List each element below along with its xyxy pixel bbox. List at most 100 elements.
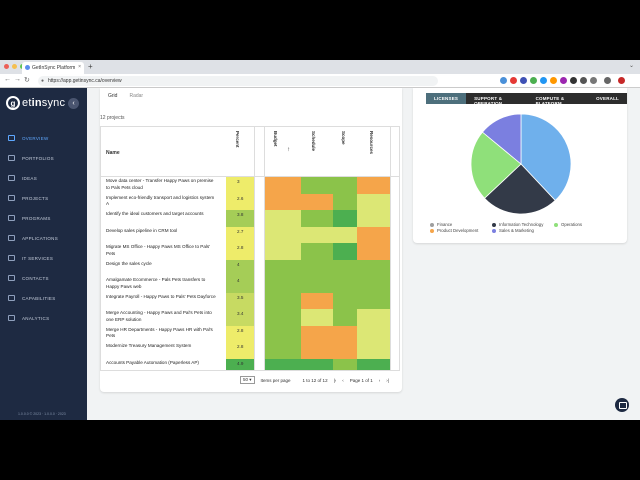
percent-cell: 2.8 [226,243,254,260]
first-page-button[interactable]: |‹ [333,377,337,383]
pie-slice-operations[interactable] [483,163,556,215]
legend-swatch [430,228,434,233]
project-name[interactable]: Identify the ideal customers and target … [106,211,204,216]
extension-icon[interactable] [510,77,517,84]
extension-icon[interactable] [590,77,597,84]
extension-icon[interactable] [550,77,557,84]
project-name[interactable]: Implement eco-friendly transport and log… [106,194,215,207]
project-name[interactable]: Amalgamate Ecommerce - Pals Pets transfe… [106,277,206,289]
project-name[interactable]: Develop sales pipeline in CRM tool [106,227,178,233]
minimize-window-button[interactable] [12,64,17,69]
sidebar-item-contacts[interactable]: CONTACTS [0,268,87,288]
items-per-page-select[interactable]: 50 ▾ [240,376,255,384]
legend-item[interactable]: Sales & Marketing [492,228,554,233]
table-row[interactable]: Implement eco-friendly transport and log… [101,193,399,210]
browser-tab[interactable]: GetInSync Platform × [22,62,84,74]
project-name[interactable]: Accounts Payable Automation (Paperless A… [106,359,199,365]
tab-compute-platform[interactable]: COMPUTE & PLATFORM [527,93,589,106]
percent-cell: 3.8 [226,210,254,227]
legend-item[interactable]: Information Technology [492,222,554,227]
resources-cell [357,276,390,293]
extension-icon[interactable] [540,77,547,84]
download-icon[interactable] [604,77,611,84]
table-row[interactable]: Identify the ideal customers and target … [101,210,399,227]
project-name[interactable]: Modernize Treasury Management System [106,343,192,348]
column-header-schedule[interactable]: Schedule [311,131,316,152]
last-page-button[interactable]: ›| [386,377,389,383]
gear-icon [8,295,15,301]
radar-view-tab[interactable]: Radar [129,93,144,99]
column-header-name[interactable]: Name [106,150,120,156]
extension-icon[interactable] [520,77,527,84]
schedule-cell [301,210,333,227]
legend-label: Information Technology [499,222,544,227]
close-window-button[interactable] [4,64,9,69]
sort-arrow-icon[interactable]: ↑ [287,147,290,153]
sidebar-item-portfolios[interactable]: PORTFOLIOS [0,148,87,168]
legend-item[interactable]: Operations [554,222,616,227]
back-button[interactable]: ← [4,76,11,83]
forward-button[interactable]: → [14,76,21,83]
scope-cell [333,276,357,293]
scope-cell [333,325,357,342]
next-page-button[interactable]: › [378,377,381,383]
pie-slice-sales-marketing[interactable] [470,131,522,199]
sidebar-item-analytics[interactable]: ANALYTICS [0,308,87,328]
extension-icon[interactable] [580,77,587,84]
new-tab-button[interactable]: + [88,62,93,71]
pie-slice-finance[interactable] [481,113,522,165]
project-name[interactable]: Move data center - Transfer Happy Paws o… [106,178,214,190]
table-row[interactable]: Migrate MS Office - Happy Paws MS Office… [101,243,399,260]
project-name[interactable]: Integrate Payroll - Happy Paws to Pals' … [106,293,216,299]
collapse-sidebar-button[interactable]: ‹ [68,98,79,109]
tab-support-operation[interactable]: SUPPORT & OPERATION [466,93,528,106]
sidebar-item-programs[interactable]: PROGRAMS [0,208,87,228]
tab-overall[interactable]: OVERALL [588,93,627,104]
column-header-budget[interactable]: Budget [273,131,278,147]
project-name[interactable]: Merge Accounting - Happy Paws and Pal's … [106,310,212,322]
sidebar-item-it-services[interactable]: IT SERVICES [0,248,87,268]
pie-slice-information-technology[interactable] [520,113,572,202]
project-name[interactable]: Design the sales cycle [106,260,152,266]
getinsync-logo[interactable]: g etinsync [6,96,65,110]
table-row[interactable]: Accounts Payable Automation (Paperless A… [101,358,399,370]
chat-widget-button[interactable] [615,398,629,412]
extension-icon[interactable] [500,77,507,84]
column-header-resources[interactable]: Resources [369,131,374,155]
sidebar-item-ideas[interactable]: IDEAS [0,168,87,188]
table-row[interactable]: Integrate Payroll - Happy Paws to Pals' … [101,292,399,309]
table-row[interactable]: Modernize Treasury Management System 2.8 [101,342,399,359]
project-name[interactable]: Migrate MS Office - Happy Paws MS Office… [106,244,211,256]
tab-licenses[interactable]: LICENSES [426,93,467,104]
percent-cell: 4 [226,276,254,293]
sidebar-item-capabilities[interactable]: CAPABILITIES [0,288,87,308]
tab-close-icon[interactable]: × [78,64,81,70]
sidebar-item-overview[interactable]: OVERVIEW [0,128,87,148]
project-name[interactable]: Merge HR Departments - Happy Paws HR wit… [106,326,213,339]
tab-search-icon[interactable]: ⌄ [628,63,634,69]
url-input[interactable]: ● https://app.getinsync.ca/overview [38,76,438,86]
sidebar-item-label: PORTFOLIOS [22,155,54,161]
legend-item[interactable]: Product Development [430,228,492,233]
reload-button[interactable]: ↻ [24,77,30,84]
table-row[interactable]: Merge HR Departments - Happy Paws HR wit… [101,325,399,342]
project-count: 12 projects [100,115,125,121]
table-row[interactable]: Amalgamate Ecommerce - Pals Pets transfe… [101,276,399,293]
column-header-percent[interactable]: Percent [235,131,240,148]
grid-view-tab[interactable]: Grid [108,93,118,99]
sidebar-item-projects[interactable]: PROJECTS [0,188,87,208]
extension-icon[interactable] [560,77,567,84]
sidebar-item-applications[interactable]: APPLICATIONS [0,228,87,248]
legend-item[interactable]: Finance [430,222,492,227]
table-row[interactable]: Move data center - Transfer Happy Paws o… [101,177,399,194]
extension-icon[interactable] [530,77,537,84]
table-row[interactable]: Design the sales cycle 4 [101,259,399,276]
prev-page-button[interactable]: ‹ [342,377,344,383]
table-row[interactable]: Merge Accounting - Happy Paws and Pal's … [101,309,399,326]
table-row[interactable]: Develop sales pipeline in CRM tool 2.7 [101,226,399,243]
percent-cell: 4.9 [226,358,254,370]
extension-icon[interactable] [570,77,577,84]
sidebar: g etinsync ‹ OVERVIEW PORTFOLIOS IDEAS PROJ… [0,88,87,420]
column-header-scope[interactable]: Scope [341,131,346,145]
profile-avatar[interactable] [618,77,625,84]
